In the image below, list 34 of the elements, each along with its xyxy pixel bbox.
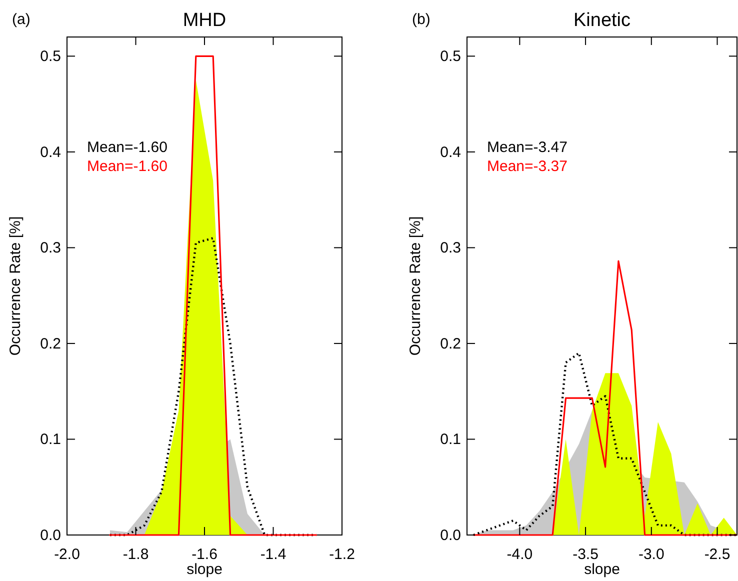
- x-tick-label: -2.5: [704, 546, 730, 563]
- y-tick-label: 0.0: [440, 527, 461, 544]
- y-axis-title: Occurrence Rate [%]: [407, 216, 424, 356]
- y-tick-label: 0.0: [40, 527, 61, 544]
- y-tick-label: 0.5: [40, 48, 61, 66]
- annotation: Mean=-3.37: [487, 158, 568, 175]
- y-tick-label: 0.4: [440, 144, 461, 161]
- line-series: [472, 260, 737, 536]
- x-axis-title: slope: [186, 561, 222, 578]
- x-tick-label: -1.6: [192, 546, 218, 563]
- y-axis-title: Occurrence Rate [%]: [7, 216, 24, 356]
- y-tick-label: 0.1: [440, 431, 461, 448]
- chart-title: MHD: [182, 10, 226, 31]
- y-tick-label: 0.4: [40, 144, 61, 161]
- x-tick-label: -2.0: [54, 546, 80, 563]
- text: (a): [12, 11, 30, 28]
- annotation: Mean=-1.60: [87, 139, 168, 156]
- y-tick-label: 0.3: [440, 240, 461, 257]
- x-tick-label: -4.0: [506, 546, 533, 563]
- annotation: Mean=-1.60: [87, 158, 168, 175]
- y-tick-label: 0.3: [40, 240, 61, 257]
- y-tick-label: 0.1: [40, 431, 61, 448]
- x-tick-label: -1.8: [122, 546, 149, 563]
- x-tick-label: -3.5: [572, 546, 598, 563]
- x-tick-label: -3.0: [638, 546, 664, 563]
- x-tick-label: -1.2: [329, 546, 355, 563]
- text: (b): [412, 11, 430, 28]
- x-tick-label: -1.4: [260, 546, 286, 563]
- annotation: Mean=-3.47: [487, 139, 568, 156]
- y-tick-label: 0.5: [440, 48, 461, 66]
- y-tick-label: 0.2: [40, 335, 61, 352]
- chart-title: Kinetic: [573, 10, 631, 31]
- y-tick-label: 0.2: [440, 335, 461, 352]
- x-axis-title: slope: [584, 561, 620, 578]
